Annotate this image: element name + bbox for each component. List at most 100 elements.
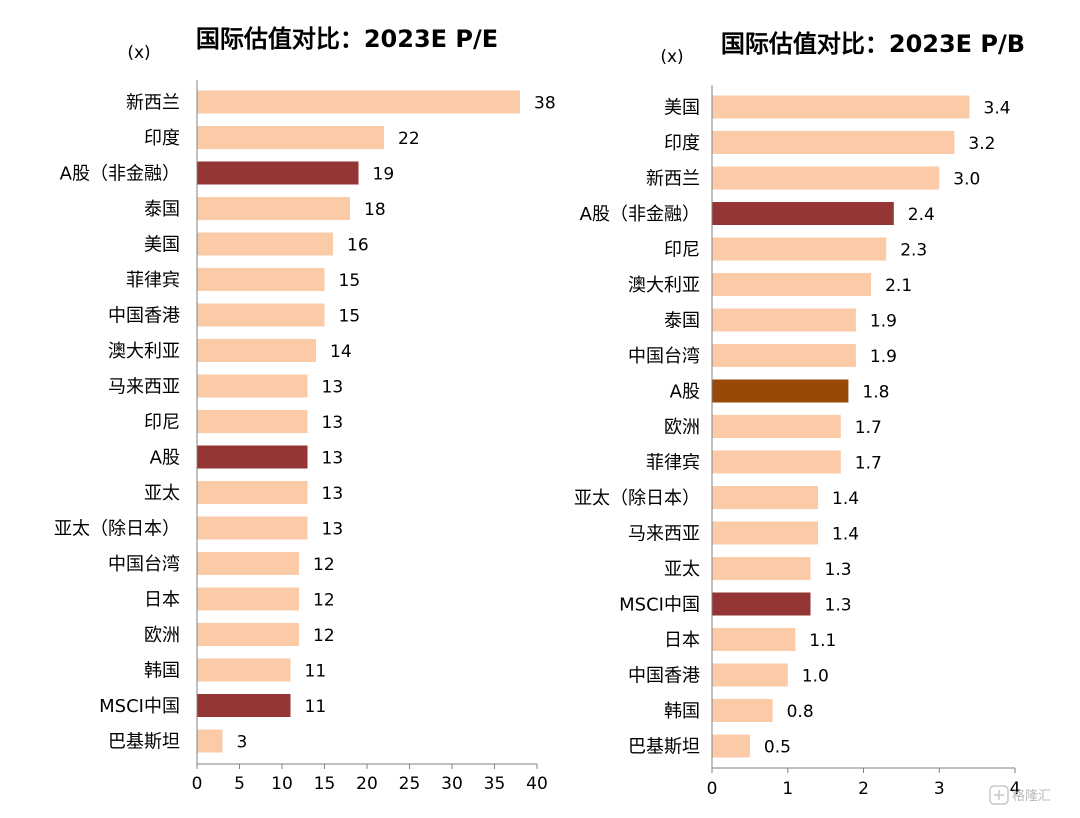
pe-bar-16 [197,658,291,682]
pb-category-label-17: 韩国 [664,701,700,722]
pe-bar-17 [197,694,291,717]
pb-bar-5 [712,273,872,296]
pb-value-label-8: 1.8 [862,383,889,403]
pb-value-label-10: 1.7 [855,454,882,474]
pb-category-label-14: MSCI中国 [619,595,700,616]
pe-x-axis: 0 5 10 15 20 25 30 35 40 [192,80,548,794]
pb-bar-14 [712,592,811,616]
pb-x-tick-label-3: 3 [934,779,945,799]
pb-bar-17 [712,699,773,722]
pe-value-label-8: 13 [322,378,344,398]
pb-value-label-5: 2.1 [885,276,912,296]
pe-bars [197,90,520,753]
pb-chart-title: 国际估值对比：2023E P/B [721,30,1025,58]
pe-category-label-6: 中国香港 [108,306,180,327]
pe-value-label-2: 19 [373,165,395,185]
pb-bar-3 [712,202,894,225]
pe-value-label-13: 12 [313,555,335,575]
pb-bar-13 [712,557,811,580]
pb-value-label-1: 3.2 [968,134,995,154]
pb-bar-11 [712,486,818,509]
pe-category-label-15: 欧洲 [144,625,180,646]
pb-value-label-0: 3.4 [984,99,1011,119]
pe-x-tick-label-8: 40 [526,774,548,794]
pe-bar-1 [197,126,384,149]
pe-category-label-8: 马来西亚 [108,377,180,398]
pb-category-label-18: 巴基斯坦 [628,737,700,758]
pe-bar-15 [197,623,299,646]
pb-category-label-5: 澳大利亚 [628,275,700,296]
pb-value-label-12: 1.4 [832,525,859,545]
pb-bar-0 [712,95,970,119]
pb-value-labels: 3.4 3.2 3.0 2.4 2.3 2.1 1.9 1.9 1.8 1.7 1.7 1.4 1.4 1… [764,99,1011,758]
watermark-text: 格隆汇 [1012,788,1051,804]
pb-category-label-12: 马来西亚 [628,524,700,545]
pb-unit-label: (x) [660,47,683,67]
pb-value-label-7: 1.9 [870,347,897,367]
pe-x-tick-label-5: 25 [399,774,421,794]
pb-bar-10 [712,450,841,474]
pb-category-label-11: 亚太（除日本） [574,488,700,509]
pb-category-label-10: 菲律宾 [646,453,700,474]
pb-value-label-9: 1.7 [855,418,882,438]
pe-category-label-5: 菲律宾 [126,270,180,291]
pb-bar-1 [712,131,955,154]
pe-category-label-13: 中国台湾 [108,554,180,575]
pe-value-label-0: 38 [534,94,556,114]
pe-x-tick-label-1: 5 [234,774,245,794]
pe-category-label-2: A股（非金融） [60,164,180,185]
pe-value-label-14: 12 [313,591,335,611]
pb-x-axis: 0 1 2 3 4 [707,85,1021,799]
pe-category-label-4: 美国 [144,235,180,256]
pe-value-label-11: 13 [322,484,344,504]
pe-value-label-6: 15 [339,307,361,327]
pb-value-label-14: 1.3 [825,596,852,616]
pe-x-tick-label-4: 20 [356,774,378,794]
glh-logo-icon [989,785,1009,805]
pb-value-label-18: 0.5 [764,738,791,758]
pe-bar-18 [197,729,223,753]
watermark: 格隆汇 [989,785,1051,805]
pb-x-tick-label-0: 0 [707,779,718,799]
pe-category-label-14: 日本 [144,590,180,611]
pe-category-label-10: A股 [150,448,180,469]
pe-value-label-17: 11 [305,697,327,717]
pb-category-label-13: 亚太 [664,559,700,580]
pe-category-label-9: 印尼 [144,412,180,433]
pe-bar-8 [197,374,308,398]
pe-value-label-9: 13 [322,413,344,433]
pb-category-label-6: 泰国 [664,311,700,332]
pe-category-label-17: MSCI中国 [99,696,180,717]
pb-bar-12 [712,521,818,545]
pe-value-label-7: 14 [330,342,352,362]
pe-value-label-3: 18 [364,200,386,220]
pe-value-label-16: 11 [305,662,327,682]
pb-x-tick-label-1: 1 [782,779,793,799]
pb-category-label-1: 印度 [664,133,700,154]
pb-category-label-7: 中国台湾 [628,346,700,367]
pb-value-label-3: 2.4 [908,205,935,225]
pe-category-label-7: 澳大利亚 [108,341,180,362]
pe-value-label-12: 13 [322,520,344,540]
pb-value-label-15: 1.1 [809,631,836,651]
pe-value-label-4: 16 [347,236,369,256]
pe-bar-4 [197,232,333,256]
pb-category-label-15: 日本 [664,630,700,651]
pb-bars [712,95,970,758]
pb-category-label-16: 中国香港 [628,666,700,687]
pe-category-label-3: 泰国 [144,199,180,220]
pb-value-label-17: 0.8 [787,702,814,722]
pb-x-tick-label-4: 4 [1010,779,1021,799]
pe-value-label-18: 3 [237,733,248,753]
pb-value-label-13: 1.3 [825,560,852,580]
pb-bar-18 [712,734,750,758]
pe-bar-3 [197,197,350,220]
pe-unit-label: (x) [127,43,150,63]
pe-bar-2 [197,161,359,185]
